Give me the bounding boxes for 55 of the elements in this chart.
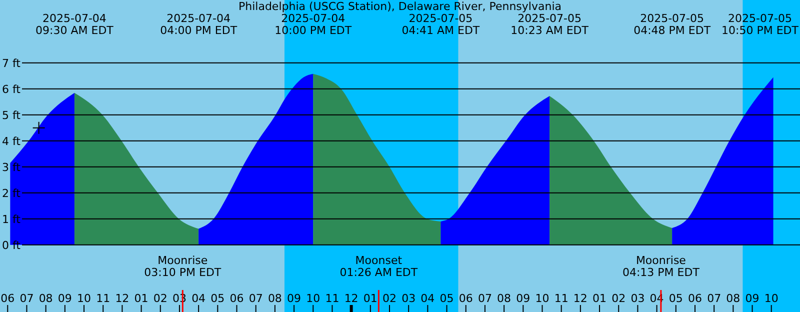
x-tick-label: 08 — [38, 292, 53, 305]
x-tick-label: 05 — [440, 292, 454, 305]
y-tick-label: 4 ft — [2, 134, 22, 148]
x-tick-label: 07 — [707, 292, 722, 305]
x-tick-label: 12 — [344, 292, 358, 305]
x-tick-label: 12 — [573, 292, 588, 305]
x-tick-label: 07 — [248, 292, 263, 305]
ref-line-label: Moonrise 04:13 PM EDT — [622, 254, 700, 279]
x-tick-label: 05 — [210, 292, 225, 305]
x-tick-label: 07 — [478, 292, 492, 305]
annotation: 2025-07-04 09:30 AM EDT — [36, 12, 114, 37]
x-tick-label: 01 — [363, 292, 378, 305]
x-tick-label: 04 — [420, 292, 435, 305]
x-tick-label: 10 — [764, 292, 778, 305]
x-tick-label: 01 — [134, 292, 148, 305]
x-tick-label: 10 — [77, 292, 92, 305]
annotation: 2025-07-05 10:23 AM EDT — [510, 12, 589, 37]
x-tick-label: 09 — [58, 292, 72, 305]
x-tick-label: 09 — [516, 292, 530, 305]
x-tick-label: 11 — [554, 292, 568, 305]
x-tick-label: 08 — [726, 292, 740, 305]
x-tick-label: 02 — [382, 292, 396, 305]
x-tick-label: 10 — [535, 292, 550, 305]
y-tick-label: 2 ft — [2, 186, 22, 200]
x-tick-label: 06 — [458, 292, 473, 305]
x-tick-label: 06 — [0, 292, 15, 305]
x-tick-label: 05 — [668, 292, 683, 305]
annotation: 2025-07-05 04:48 PM EDT — [634, 12, 711, 37]
y-tick-label: 1 ft — [2, 212, 22, 226]
y-tick-label: 5 ft — [2, 108, 22, 122]
x-tick-label: 04 — [192, 292, 206, 305]
y-tick-label: 6 ft — [2, 82, 22, 96]
x-tick-label: 08 — [268, 292, 282, 305]
x-tick-label: 01 — [592, 292, 607, 305]
x-tick-label: 03 — [402, 292, 416, 305]
x-tick-label: 02 — [153, 292, 168, 305]
x-tick-label: 07 — [20, 292, 34, 305]
x-tick-label: 02 — [612, 292, 626, 305]
x-tick-label: 09 — [745, 292, 760, 305]
ref-line-label: Moonrise 03:10 PM EDT — [144, 254, 222, 279]
y-tick-label: 7 ft — [2, 56, 22, 70]
x-tick-label: 10 — [306, 292, 320, 305]
x-tick-label: 11 — [325, 292, 340, 305]
x-tick-label: 11 — [96, 292, 110, 305]
x-tick-label: 09 — [287, 292, 302, 305]
annotation: 2025-07-05 04:41 AM EDT — [402, 12, 480, 37]
y-tick-label: 3 ft — [2, 160, 22, 174]
x-tick-label: 12 — [115, 292, 130, 305]
x-tick-label: 03 — [630, 292, 645, 305]
ref-line-label: Moonset 01:26 AM EDT — [340, 254, 418, 279]
annotation: 2025-07-04 04:00 PM EDT — [160, 12, 238, 37]
x-tick-label: 06 — [230, 292, 244, 305]
x-tick-label: 08 — [497, 292, 512, 305]
annotation: 2025-07-04 10:00 PM EDT — [274, 12, 352, 37]
x-tick-label: 06 — [688, 292, 702, 305]
